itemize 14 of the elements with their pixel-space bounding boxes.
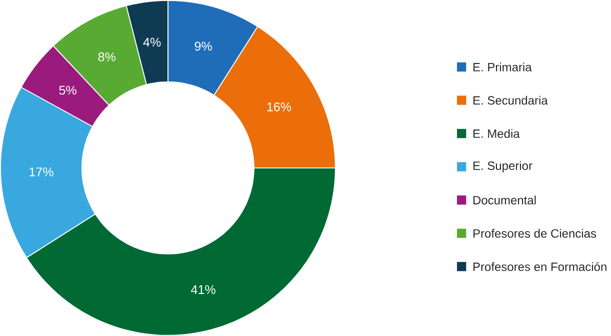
- data-label: 16%: [267, 102, 292, 112]
- legend-label: Profesores en Formación: [473, 262, 606, 272]
- data-label: 17%: [30, 168, 54, 176]
- data-label: 4%: [143, 38, 161, 47]
- legend-label: Profesores de Ciencias: [473, 228, 596, 238]
- legend-label: Documental: [473, 196, 536, 205]
- legend-label: E. Superior: [473, 161, 532, 172]
- legend-label: E. Secundaria: [473, 96, 548, 105]
- data-label: 9%: [194, 42, 212, 51]
- legend-label: E. Primaria: [473, 62, 532, 72]
- data-label: 5%: [59, 86, 76, 95]
- legend-label: E. Media: [473, 129, 520, 138]
- data-label: 8%: [98, 52, 116, 62]
- data-label: 41%: [191, 285, 216, 294]
